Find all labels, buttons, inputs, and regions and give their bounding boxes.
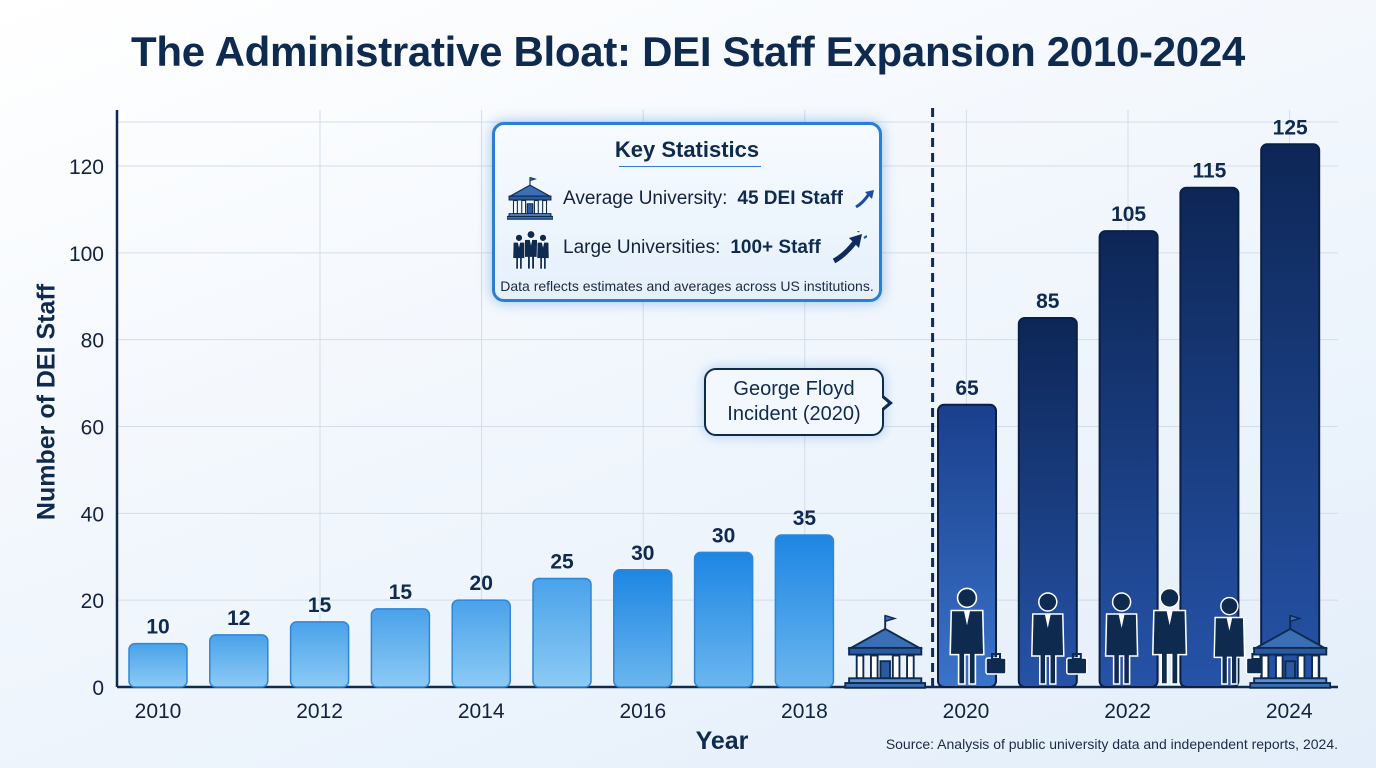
data-label-2021: 85 xyxy=(1036,290,1060,313)
data-label-2018: 35 xyxy=(793,507,817,530)
key-statistics-box: Key Statistics Average University: 45 DE… xyxy=(492,122,882,302)
data-label-2013: 15 xyxy=(389,581,413,604)
key-statistics-heading: Key Statistics xyxy=(614,137,760,162)
stat-large-value: 100+ Staff xyxy=(730,237,821,258)
bars xyxy=(128,143,1321,688)
bar-2015 xyxy=(532,577,592,688)
x-tick-label: 2020 xyxy=(943,700,990,723)
bar-2022 xyxy=(1098,230,1159,688)
staff-group-icon xyxy=(512,230,550,270)
university-icon xyxy=(507,177,553,220)
george-floyd-callout: George Floyd Incident (2020) xyxy=(704,368,884,436)
bar-2024 xyxy=(1260,143,1321,688)
icons xyxy=(844,587,1332,689)
y-tick-label: 40 xyxy=(81,503,104,526)
x-tick-label: 2014 xyxy=(458,700,505,723)
data-label-2023: 115 xyxy=(1192,160,1226,183)
bar-2011 xyxy=(209,634,269,688)
data-label-2022: 105 xyxy=(1111,203,1146,226)
x-tick-label: 2018 xyxy=(781,700,828,723)
callout-line-1: George Floyd xyxy=(733,378,855,400)
bar-2014 xyxy=(451,599,511,688)
stat-average-value: 45 DEI Staff xyxy=(737,188,843,209)
x-tick-label: 2012 xyxy=(296,700,343,723)
bar-2016 xyxy=(613,569,673,688)
callout-line-2: Incident (2020) xyxy=(727,403,861,425)
stat-row-large: Large Universities: 100+ Staff xyxy=(507,225,867,271)
data-label-2010: 10 xyxy=(146,616,169,639)
source-note: Source: Analysis of public university da… xyxy=(885,736,1338,752)
y-tick-label: 0 xyxy=(92,677,104,700)
stat-average-label: Average University: xyxy=(563,188,728,209)
y-tick-label: 60 xyxy=(81,417,104,440)
y-tick-label: 80 xyxy=(81,330,104,353)
y-axis-label: Number of DEI Staff xyxy=(32,283,61,521)
callout-pointer-fill xyxy=(881,397,888,409)
data-label-2016: 30 xyxy=(631,542,654,565)
bar-2017 xyxy=(693,551,754,688)
y-tick-label: 20 xyxy=(81,590,104,613)
bar-2018 xyxy=(774,534,835,688)
data-label-2011: 12 xyxy=(227,607,250,630)
trend-arrow-icon xyxy=(855,190,874,209)
data-labels: 10 12 15 15 20 25 30 30 35 65 85 105 115 125 xyxy=(146,116,1308,638)
chart-title: The Administrative Bloat: DEI Staff Expa… xyxy=(131,28,1245,75)
stat-note: Data reflects estimates and averages acr… xyxy=(500,278,874,294)
data-label-2015: 25 xyxy=(550,550,574,573)
x-tick-label: 2016 xyxy=(619,700,666,723)
bar-2021 xyxy=(1017,316,1078,688)
bar-2023 xyxy=(1179,186,1240,688)
y-tick-label: 120 xyxy=(69,156,104,179)
data-label-2017: 30 xyxy=(712,524,735,547)
data-label-2020: 65 xyxy=(955,377,979,400)
x-tick-label: 2022 xyxy=(1104,700,1151,723)
growth-arrow-icon xyxy=(832,231,867,264)
bar-2010 xyxy=(128,642,188,688)
university-building-icon xyxy=(844,614,927,689)
stat-row-average: Average University: 45 DEI Staff xyxy=(507,177,877,221)
bar-2012 xyxy=(289,621,350,688)
x-axis-label: Year xyxy=(695,727,749,755)
data-label-2024: 125 xyxy=(1273,116,1308,139)
data-label-2014: 20 xyxy=(470,572,493,595)
bar-2013 xyxy=(370,608,431,688)
y-tick-label: 100 xyxy=(69,243,104,266)
x-tick-label: 2010 xyxy=(135,700,182,723)
stat-large-label: Large Universities: xyxy=(563,237,721,258)
x-tick-label: 2024 xyxy=(1266,700,1313,723)
data-label-2012: 15 xyxy=(308,594,332,617)
heading-underline xyxy=(619,166,761,167)
